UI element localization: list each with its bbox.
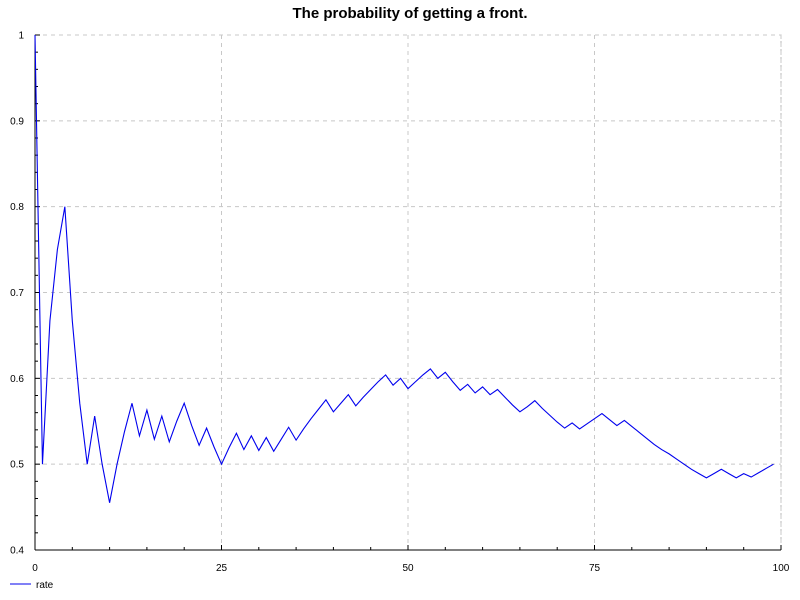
x-tick-label: 50 xyxy=(402,563,414,574)
x-tick-label: 100 xyxy=(773,563,790,574)
chart-title: The probability of getting a front. xyxy=(293,5,528,22)
x-tick-label: 25 xyxy=(216,563,228,574)
y-tick-label: 0.6 xyxy=(10,374,24,385)
y-tick-label: 0.9 xyxy=(10,116,24,127)
ticks-layer xyxy=(34,34,782,551)
y-tick-label: 0.8 xyxy=(10,202,24,213)
rate-series-line xyxy=(34,34,774,503)
y-tick-label: 0.4 xyxy=(10,546,24,557)
tick-labels-layer: 0 25 50 75 100 0.4 0.5 0.6 0.7 0.8 0.9 1 xyxy=(10,31,790,575)
series-layer xyxy=(34,34,774,503)
y-tick-label: 0.7 xyxy=(10,288,24,299)
x-tick-label: 75 xyxy=(589,563,601,574)
legend: rate xyxy=(10,580,54,591)
y-tick-label: 0.5 xyxy=(10,460,24,471)
y-tick-label: 1 xyxy=(18,31,24,42)
legend-series-label: rate xyxy=(36,580,54,591)
x-tick-label: 0 xyxy=(32,563,38,574)
